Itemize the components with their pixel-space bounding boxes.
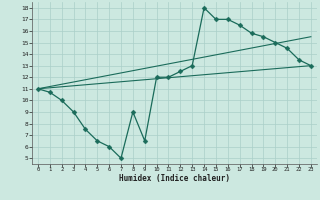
X-axis label: Humidex (Indice chaleur): Humidex (Indice chaleur) (119, 174, 230, 183)
